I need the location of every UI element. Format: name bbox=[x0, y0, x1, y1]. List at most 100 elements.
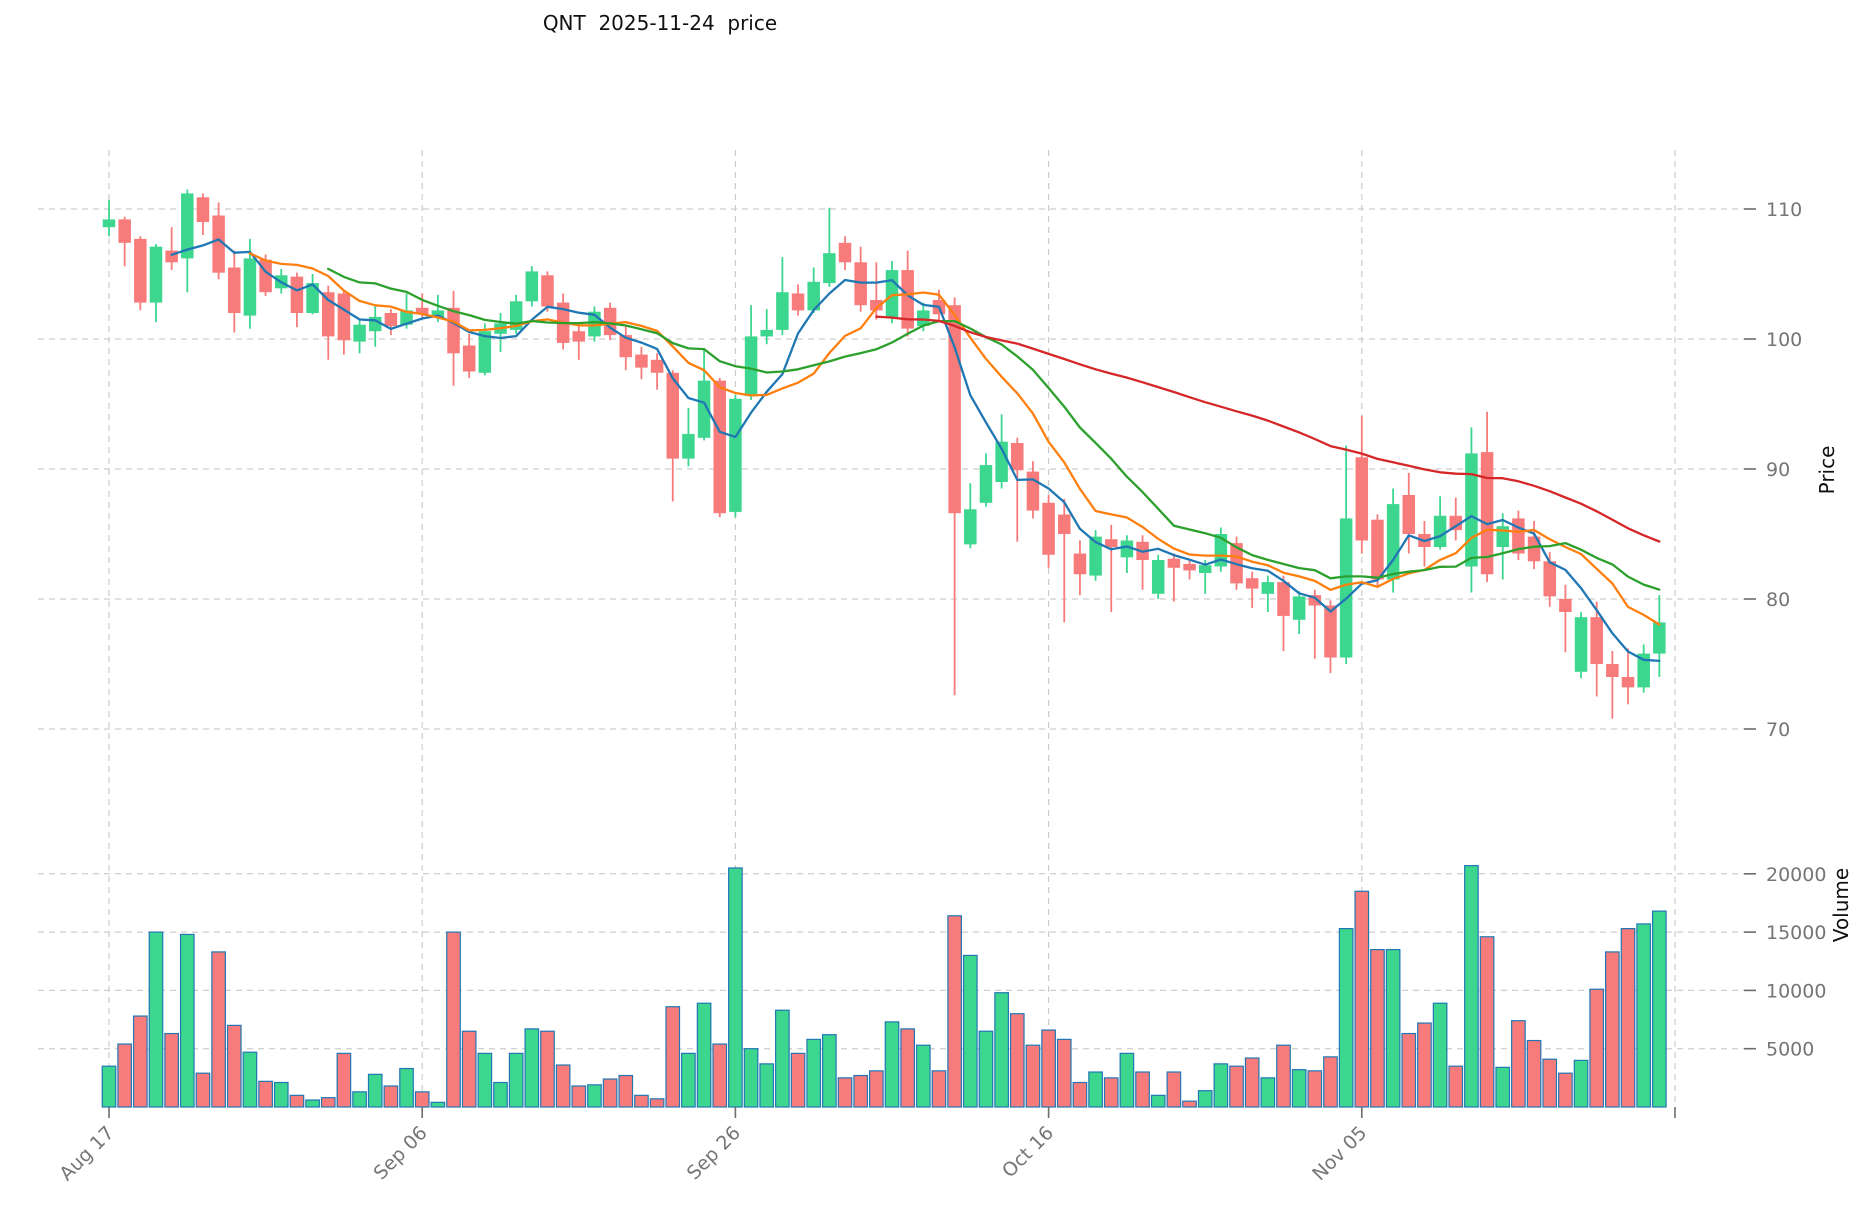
volume-bar bbox=[1558, 1072, 1573, 1108]
volume-bar bbox=[1260, 1077, 1276, 1108]
volume-bar bbox=[305, 1099, 320, 1108]
volume-bar bbox=[1370, 948, 1385, 1108]
volume-bar bbox=[1464, 865, 1479, 1108]
candle-body bbox=[1104, 539, 1118, 547]
price-ticklabel: 110 bbox=[1766, 199, 1802, 221]
volume-bar bbox=[1197, 1090, 1213, 1108]
candle-body bbox=[901, 270, 914, 329]
candle-body bbox=[1011, 443, 1024, 471]
volume-bar bbox=[571, 1085, 587, 1108]
volume-bar bbox=[1291, 1069, 1307, 1108]
volume-bar bbox=[540, 1030, 555, 1108]
candle-body bbox=[1574, 617, 1588, 672]
volume-bar bbox=[1542, 1058, 1558, 1108]
candle-body bbox=[1559, 599, 1572, 612]
candle-body bbox=[807, 281, 820, 311]
volume-bar bbox=[1636, 923, 1652, 1108]
price-ticklabel: 90 bbox=[1766, 459, 1790, 481]
candle-body bbox=[917, 310, 930, 326]
candle-body bbox=[1151, 560, 1165, 594]
volume-bar bbox=[1072, 1081, 1088, 1108]
candle-body bbox=[525, 271, 539, 302]
candle-body bbox=[384, 313, 398, 326]
volume-bar bbox=[931, 1070, 947, 1108]
volume-bar bbox=[1401, 1032, 1417, 1108]
volume-bar bbox=[1323, 1056, 1338, 1108]
candle-body bbox=[1637, 653, 1650, 688]
candle-body bbox=[1449, 515, 1463, 531]
volume-ticklabel: 10000 bbox=[1766, 980, 1826, 1002]
volume-bar bbox=[962, 954, 978, 1108]
moving-averages-layer bbox=[170, 238, 1661, 663]
candle-body bbox=[744, 336, 758, 397]
volume-bar bbox=[226, 1024, 242, 1108]
candle-body bbox=[1261, 582, 1275, 594]
volume-bar bbox=[1119, 1052, 1135, 1108]
volume-bar bbox=[461, 1030, 477, 1108]
volume-bar bbox=[665, 1006, 681, 1108]
ma-line-sma15 bbox=[327, 267, 1661, 591]
volume-bars-layer bbox=[101, 865, 1667, 1108]
candle-body bbox=[854, 262, 867, 306]
volume-bar bbox=[915, 1044, 931, 1108]
candle-body bbox=[165, 250, 178, 263]
volume-bar bbox=[430, 1101, 446, 1108]
volume-bar bbox=[1276, 1044, 1291, 1108]
candles-layer bbox=[102, 189, 1666, 719]
volume-bar bbox=[806, 1038, 822, 1108]
volume-bar bbox=[414, 1091, 430, 1108]
candle-body bbox=[1324, 605, 1337, 658]
volume-bar bbox=[1244, 1057, 1260, 1108]
candle-body bbox=[838, 242, 852, 263]
candle-body bbox=[1245, 578, 1259, 589]
volume-bar bbox=[602, 1078, 618, 1108]
candle-body bbox=[462, 345, 476, 372]
candle-body bbox=[635, 354, 648, 368]
volume-bar bbox=[618, 1074, 634, 1108]
price-axis-title: Price bbox=[1815, 446, 1839, 495]
candle-body bbox=[1073, 553, 1087, 575]
volume-bar bbox=[1495, 1066, 1511, 1108]
candle-body bbox=[1214, 534, 1228, 567]
volume-bar bbox=[1589, 988, 1605, 1108]
volume-bar bbox=[1229, 1065, 1244, 1108]
volume-bar bbox=[320, 1097, 336, 1108]
candle-body bbox=[1292, 596, 1306, 620]
volume-bar bbox=[712, 1043, 728, 1108]
candle-body bbox=[447, 307, 460, 354]
candle-body bbox=[118, 219, 131, 243]
price-ticklabel: 100 bbox=[1766, 329, 1802, 351]
tick-marks-layer bbox=[108, 208, 1756, 1118]
volume-bar bbox=[978, 1030, 994, 1108]
volume-bar bbox=[696, 1002, 712, 1108]
volume-bar bbox=[211, 951, 226, 1108]
volume-bar bbox=[399, 1067, 414, 1108]
volume-ticklabel: 20000 bbox=[1766, 864, 1826, 886]
volume-bar bbox=[242, 1051, 258, 1108]
candle-body bbox=[870, 300, 883, 311]
candle-body bbox=[1198, 565, 1212, 573]
candle-body bbox=[572, 331, 586, 342]
tick-labels-layer: 70 80 90 100 110 5000 10000 15000 20000 Aug 17 Sep… bbox=[55, 199, 1826, 1185]
volume-bar bbox=[759, 1063, 775, 1108]
candle-body bbox=[353, 324, 366, 342]
volume-bar bbox=[1354, 890, 1370, 1108]
candle-body bbox=[1089, 536, 1102, 576]
candle-body bbox=[415, 307, 429, 315]
candle-body bbox=[619, 335, 633, 358]
volume-bar bbox=[1385, 948, 1401, 1108]
candle-body bbox=[181, 193, 194, 259]
candle-body bbox=[337, 293, 351, 341]
volume-bar bbox=[446, 931, 461, 1108]
ma-line-sma5 bbox=[170, 238, 1661, 663]
candle-body bbox=[228, 267, 241, 313]
candle-body bbox=[1277, 582, 1290, 616]
candle-body bbox=[1120, 540, 1134, 558]
candle-body bbox=[697, 380, 711, 438]
candle-body bbox=[478, 331, 492, 373]
volume-bar bbox=[743, 1048, 759, 1108]
candle-body bbox=[400, 310, 413, 325]
candle-body bbox=[682, 433, 695, 459]
volume-bar bbox=[148, 931, 164, 1108]
volume-bar bbox=[195, 1072, 211, 1108]
